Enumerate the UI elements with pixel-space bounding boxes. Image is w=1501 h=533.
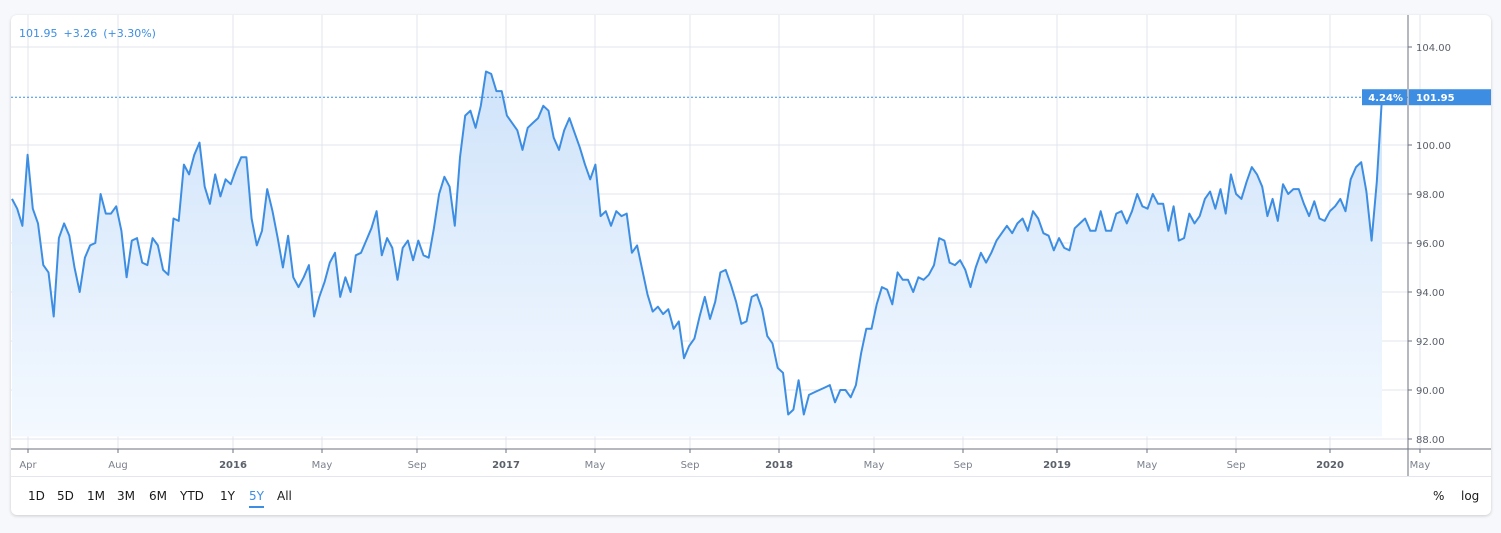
x-axis-label: May <box>1137 460 1158 471</box>
price-legend: 101.95 +3.26 (+3.30%) <box>19 27 162 40</box>
chart-card: 101.95 +3.26 (+3.30%) Apr Aug 2016 May Sep 2017… <box>11 15 1491 515</box>
range-button-5d[interactable]: 5D <box>57 489 74 503</box>
x-axis-label: Apr <box>19 460 37 471</box>
range-button-1m[interactable]: 1M <box>87 489 105 503</box>
y-axis-label: 96.00 <box>1416 239 1445 250</box>
range-button-ytd[interactable]: YTD <box>180 489 204 503</box>
range-button-6m[interactable]: 6M <box>149 489 167 503</box>
legend-last-value: 101.95 <box>19 27 58 40</box>
legend-change-pct: (+3.30%) <box>103 27 156 40</box>
y-axis-label: 98.00 <box>1416 190 1445 201</box>
x-axis-label: May <box>312 460 333 471</box>
y-axis-label: 104.00 <box>1416 43 1451 54</box>
y-axis-label: 88.00 <box>1416 435 1445 446</box>
change-pct-tag <box>1362 89 1407 106</box>
x-axis-label: 2019 <box>1043 460 1071 471</box>
x-axis-label: 2018 <box>765 460 793 471</box>
x-axis-label: May <box>585 460 606 471</box>
legend-change: +3.26 <box>63 27 98 40</box>
change-pct-tag-label: 4.24% <box>1368 93 1403 104</box>
range-selector: 1D 5D 1M 3M 6M YTD 1Y 5Y All% log <box>11 476 1491 515</box>
x-axis-label: 2020 <box>1316 460 1344 471</box>
percent-scale-toggle[interactable]: % <box>1433 489 1445 503</box>
x-axis-label: May <box>1410 460 1431 471</box>
price-chart[interactable]: Apr Aug 2016 May Sep 2017 May Sep 2018 May Sep 2019… <box>11 15 1491 476</box>
x-axis-label: Sep <box>1227 460 1246 471</box>
y-axis-label: 90.00 <box>1416 386 1445 397</box>
last-price-tag-label: 101.95 <box>1416 93 1455 104</box>
x-axis-label: Aug <box>108 460 128 471</box>
y-axis-label: 94.00 <box>1416 288 1445 299</box>
y-axis-label: 92.00 <box>1416 337 1445 348</box>
x-axis-label: 2017 <box>492 460 520 471</box>
range-button-all[interactable]: All <box>277 489 292 503</box>
x-axis-label: 2016 <box>219 460 247 471</box>
x-axis-label: Sep <box>954 460 973 471</box>
x-axis-label: Sep <box>681 460 700 471</box>
range-button-1y[interactable]: 1Y <box>220 489 235 503</box>
last-price-tag <box>1409 89 1491 106</box>
x-axis-label: Sep <box>408 460 427 471</box>
range-button-5y[interactable]: 5Y <box>249 489 264 508</box>
range-button-1d[interactable]: 1D <box>28 489 45 503</box>
price-area-fill <box>12 71 1382 437</box>
x-axis-label: May <box>864 460 885 471</box>
log-scale-toggle[interactable]: log <box>1461 489 1480 503</box>
price-line[interactable] <box>11 70 1383 416</box>
y-axis-label: 100.00 <box>1416 141 1451 152</box>
range-button-3m[interactable]: 3M <box>117 489 135 503</box>
